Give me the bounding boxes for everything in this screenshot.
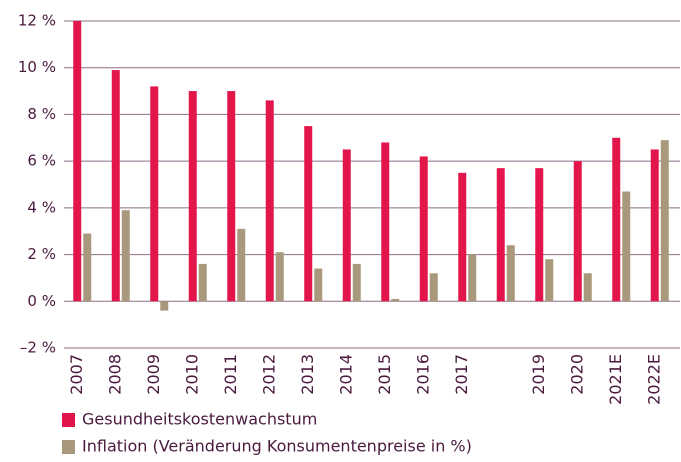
x-tick-label: 2007 (67, 354, 86, 395)
bar (573, 161, 582, 302)
x-tick-label: 2021E (606, 354, 625, 405)
bar (650, 149, 659, 302)
bar (150, 86, 159, 302)
bar (458, 172, 467, 302)
bar (265, 100, 274, 302)
x-tick-label: 2015 (375, 354, 394, 395)
x-tick-label: 2011 (221, 354, 240, 395)
bar (381, 142, 390, 302)
bar (352, 263, 361, 302)
bar (660, 140, 669, 302)
y-tick-label: 4 % (27, 198, 56, 216)
bar (160, 301, 169, 311)
x-tick-label: 2008 (105, 354, 124, 395)
bar (73, 21, 82, 302)
y-tick-label: 10 % (18, 58, 56, 76)
bar (304, 126, 313, 302)
x-tick-label: 2012 (259, 354, 278, 395)
y-tick-label: 0 % (27, 292, 56, 310)
x-tick-label: 2013 (298, 354, 317, 395)
bar (275, 252, 284, 302)
bar (188, 91, 197, 302)
bar (468, 254, 477, 302)
y-tick-label: 2 % (27, 245, 56, 263)
x-tick-label: 2014 (336, 354, 355, 395)
legend-swatch (62, 440, 75, 454)
legend-label: Gesundheitskostenwachstum (82, 410, 317, 429)
legend-swatch (62, 413, 75, 427)
x-tick-label: 2010 (182, 354, 201, 395)
legend-label: Inflation (Veränderung Konsumentenpreise… (82, 437, 472, 456)
y-tick-label: 8 % (27, 105, 56, 123)
bar (111, 70, 120, 302)
x-tick-label: 2009 (144, 354, 163, 395)
bar (83, 233, 92, 302)
bar (612, 137, 621, 302)
x-tick-label: 2020 (567, 354, 586, 395)
x-tick-label: 2017 (452, 354, 471, 395)
x-tick-label: 2016 (413, 354, 432, 395)
bar (198, 263, 207, 302)
bar (545, 259, 554, 302)
bar (237, 228, 246, 302)
y-tick-label: –2 % (20, 339, 56, 357)
bar (314, 268, 323, 302)
bar (227, 91, 236, 302)
bar (583, 273, 592, 302)
bar (121, 210, 130, 302)
bar (342, 149, 351, 302)
bar (496, 168, 505, 302)
x-tick-label: 2019 (529, 354, 548, 395)
bar (506, 245, 515, 302)
bar (391, 298, 400, 302)
y-tick-label: 12 % (18, 12, 56, 30)
bar (535, 168, 544, 302)
bar (419, 156, 428, 302)
bar (622, 191, 631, 302)
y-tick-label: 6 % (27, 152, 56, 170)
bar (429, 273, 438, 302)
x-tick-label: 2022E (644, 354, 663, 405)
